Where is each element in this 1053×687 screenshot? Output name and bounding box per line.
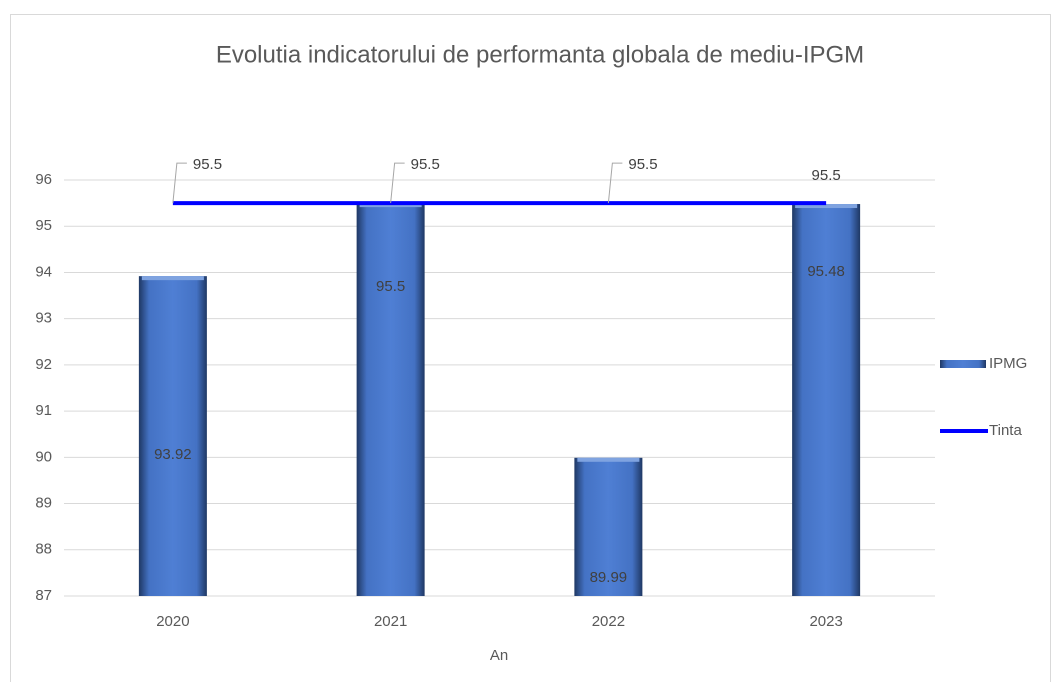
y-tick-label: 93	[35, 310, 52, 327]
y-tick-label: 94	[35, 263, 52, 280]
bar-cap	[141, 276, 204, 281]
x-tick-label: 2020	[156, 613, 189, 630]
chart-title: Evolutia indicatorului de performanta gl…	[216, 41, 864, 68]
data-label: 95.5	[812, 167, 841, 184]
data-label: 95.5	[376, 278, 405, 295]
x-tick-label: 2023	[809, 613, 842, 630]
legend-label: IPMG	[989, 355, 1027, 372]
x-tick-label: 2021	[374, 613, 407, 630]
x-axis-label: An	[490, 647, 508, 664]
data-label: 95.5	[411, 156, 440, 173]
data-label: 95.5	[628, 156, 657, 173]
legend-swatch	[940, 360, 986, 368]
leader-line	[607, 162, 623, 204]
y-tick-label: 88	[35, 541, 52, 558]
data-label: 93.92	[154, 446, 192, 463]
bar-cap	[795, 204, 858, 209]
y-tick-label: 89	[35, 495, 52, 512]
data-label: 95.48	[807, 263, 845, 280]
y-tick-label: 92	[35, 356, 52, 373]
bar	[574, 457, 643, 596]
y-tick-label: 91	[35, 402, 52, 419]
bar	[356, 203, 425, 596]
bar	[792, 204, 861, 596]
leader-line	[390, 162, 405, 204]
bar-cap	[577, 457, 640, 462]
y-tick-label: 87	[35, 587, 52, 604]
legend-label: Tinta	[989, 422, 1022, 439]
leader-line	[172, 162, 187, 204]
x-tick-label: 2022	[592, 613, 625, 630]
data-label: 89.99	[590, 569, 628, 586]
data-label: 95.5	[193, 156, 222, 173]
y-tick-label: 95	[35, 217, 52, 234]
y-tick-label: 90	[35, 448, 52, 465]
y-tick-label: 96	[35, 171, 52, 188]
bar	[138, 276, 207, 596]
